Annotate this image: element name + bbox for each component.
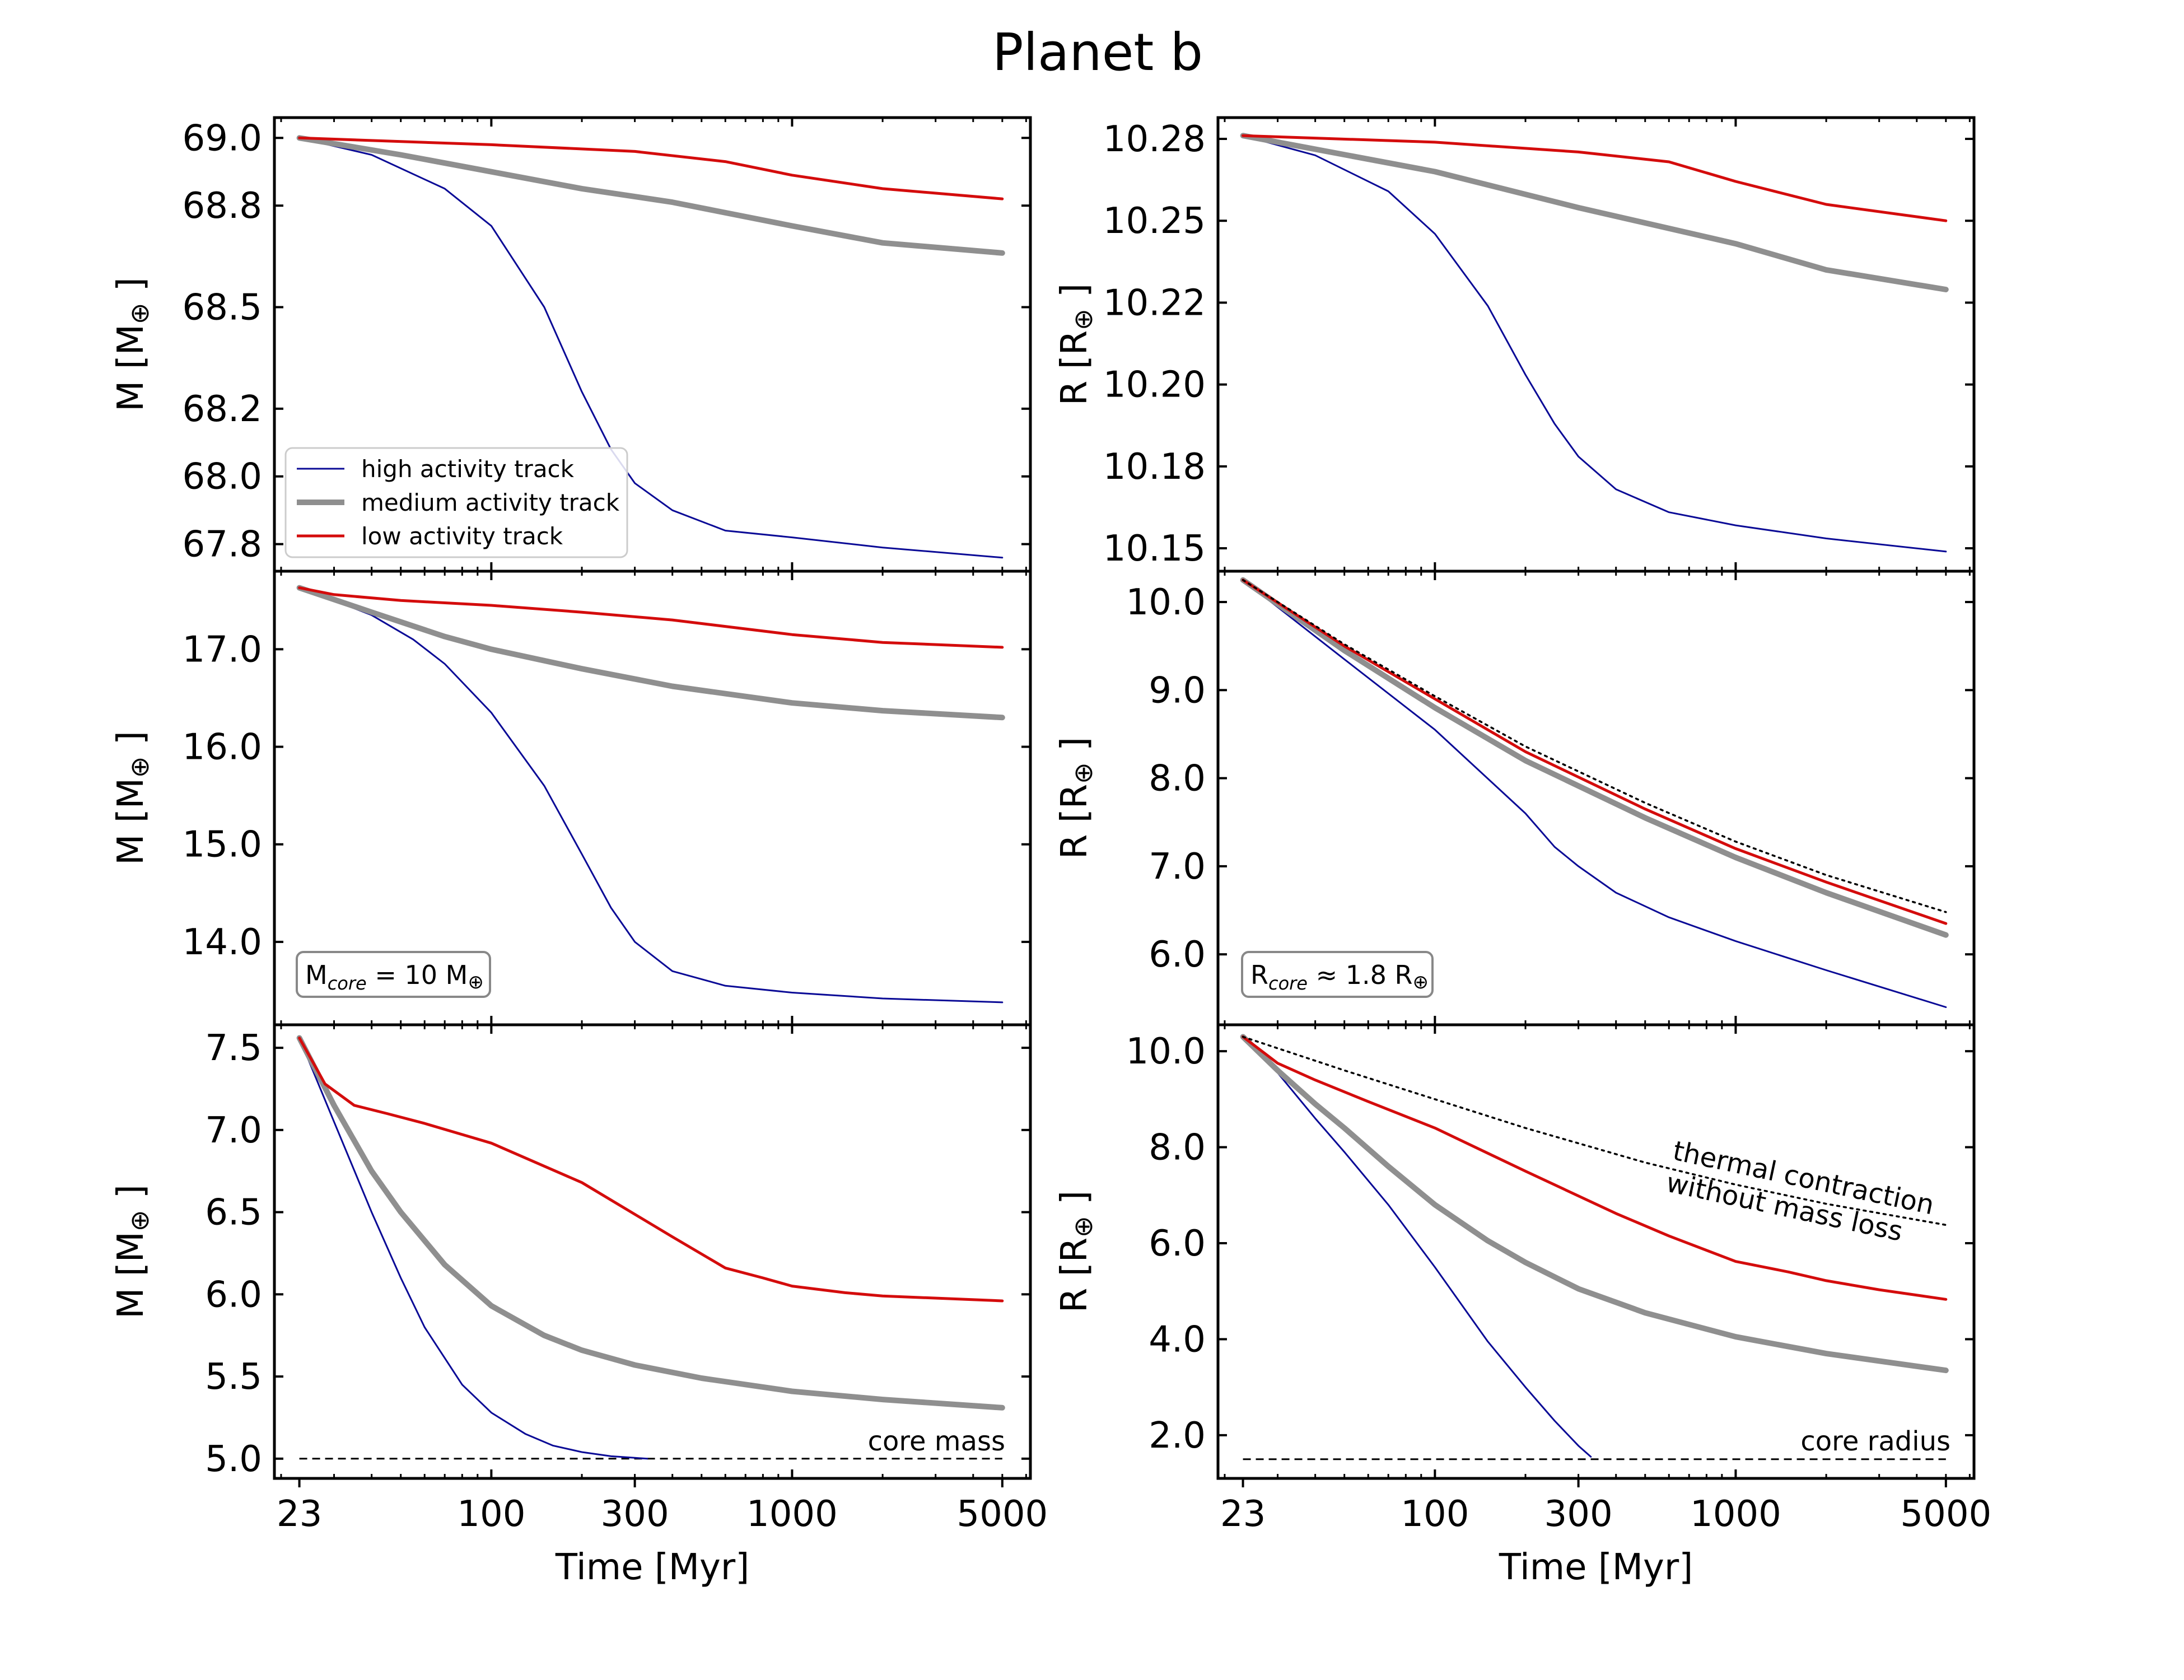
series-high-line (1242, 1035, 1592, 1458)
axes-frame (1216, 1023, 1976, 1480)
panel-bottom-left: 5.0 5.5 6.0 6.5 7.0 7.5 M [M⊕ ] 23 100 300 1000 500… (110, 1023, 1048, 1588)
series-low-line (1242, 134, 1948, 222)
y-tick-label: 69.0 (183, 118, 263, 159)
y-tick-label: 5.5 (205, 1356, 262, 1398)
y-tick-label: 7.5 (205, 1028, 262, 1069)
y-tick-label: 17.0 (183, 629, 263, 670)
y-tick-label: 6.0 (205, 1274, 262, 1315)
y-axis-label: R [R⊕ ] (1054, 1191, 1098, 1313)
y-axis-label: M [M⊕ ] (110, 277, 155, 412)
earth-symbol: ⊕ (1413, 971, 1429, 993)
core-radius-box-sub: core (1268, 973, 1308, 994)
y-tick-label: 10.20 (1103, 365, 1206, 406)
y-tick-label: 5.0 (205, 1439, 262, 1480)
x-tick-label: 300 (601, 1494, 669, 1535)
y-tick-label: 15.0 (183, 824, 263, 866)
series-low-line (298, 586, 1004, 649)
y-tick-label: 6.0 (1149, 934, 1206, 976)
y-tick-label: 10.22 (1103, 282, 1206, 324)
series-high-line (1242, 579, 1947, 1008)
figure-title: Planet b (992, 22, 1203, 82)
x-tick-label: 100 (457, 1494, 525, 1535)
core-radius-label: core radius (1800, 1426, 1950, 1457)
core-radius-box: Rcore ≈ 1.8 R⊕ (1241, 951, 1434, 998)
x-tick-label: 300 (1544, 1494, 1613, 1535)
legend-box (284, 447, 628, 558)
series-high-line (298, 1037, 648, 1460)
series-high-line (1242, 134, 1947, 553)
series-low-line (1242, 578, 1948, 925)
y-tick-label: 68.8 (183, 185, 263, 227)
y-tick-label: 10.25 (1103, 200, 1206, 242)
series-low-line (1242, 1035, 1948, 1301)
y-tick-label: 7.0 (205, 1110, 262, 1151)
y-tick-label: 10.15 (1103, 528, 1206, 570)
svg-text:Rcore ≈ 1.8 R⊕: Rcore ≈ 1.8 R⊕ (1250, 960, 1429, 994)
core-mass-box-suffix: = 10 M (367, 960, 468, 990)
core-radius-box-prefix: R (1250, 960, 1268, 990)
y-tick-label: 7.0 (1149, 846, 1206, 888)
earth-symbol: ⊕ (468, 971, 484, 993)
y-tick-label: 68.2 (183, 389, 263, 430)
y-tick-label: 14.0 (183, 922, 263, 963)
legend-label-medium: medium activity track (361, 489, 620, 516)
legend: high activity track medium activity trac… (284, 447, 628, 558)
core-mass-box-prefix: M (305, 960, 328, 990)
x-tick-label: 5000 (1900, 1494, 1991, 1535)
y-tick-label: 2.0 (1149, 1415, 1206, 1457)
x-axis-label: Time [Myr] (555, 1547, 749, 1588)
x-tick-label: 1000 (1690, 1494, 1781, 1535)
series-medium-line (296, 585, 1005, 721)
y-tick-label: 68.0 (183, 456, 263, 498)
y-tick-label: 10.0 (1126, 582, 1206, 623)
core-mass-box: Mcore = 10 M⊕ (296, 951, 491, 998)
series-low-line (298, 1037, 1004, 1303)
series-high-line (298, 587, 1004, 1004)
core-mass-box-sub: core (328, 973, 367, 994)
series-reference-line (1242, 1035, 1947, 1226)
y-tick-label: 10.0 (1126, 1031, 1206, 1072)
y-tick-label: 16.0 (183, 727, 263, 768)
series-medium-line (1240, 133, 1949, 292)
series-low-line (298, 136, 1004, 200)
y-tick-label: 67.8 (183, 524, 263, 566)
legend-label-low: low activity track (361, 522, 563, 550)
y-tick-label: 10.18 (1103, 446, 1206, 488)
series-reference-line (1242, 578, 1947, 913)
y-tick-label: 6.0 (1149, 1223, 1206, 1264)
legend-label-high: high activity track (361, 455, 575, 483)
series-medium-line (296, 1035, 1005, 1411)
core-radius-box-suffix: ≈ 1.8 R (1308, 960, 1413, 990)
axes-frame (273, 1023, 1032, 1480)
x-tick-label: 23 (1220, 1494, 1266, 1535)
y-tick-label: 4.0 (1149, 1319, 1206, 1360)
series-medium-line (1240, 1034, 1949, 1374)
x-axis-label: Time [Myr] (1499, 1547, 1693, 1588)
y-tick-label: 8.0 (1149, 758, 1206, 800)
svg-text:Mcore = 10 M⊕: Mcore = 10 M⊕ (305, 960, 484, 994)
series-medium-line (296, 135, 1005, 256)
panel-bottom-right: 2.0 4.0 6.0 8.0 10.0 R [R⊕ ] 23 100 300 1000 5000 T… (1054, 1023, 1991, 1588)
core-mass-label: core mass (868, 1426, 1005, 1457)
y-axis-label: R [R⊕ ] (1054, 737, 1098, 859)
y-tick-label: 9.0 (1149, 670, 1206, 711)
x-tick-label: 1000 (746, 1494, 838, 1535)
x-tick-label: 23 (277, 1494, 322, 1535)
y-axis-label: M [M⊕ ] (110, 1184, 155, 1319)
y-tick-label: 10.28 (1103, 119, 1206, 160)
y-tick-label: 8.0 (1149, 1127, 1206, 1169)
x-tick-label: 100 (1401, 1494, 1469, 1535)
x-tick-label: 5000 (956, 1494, 1048, 1535)
y-tick-label: 6.5 (205, 1192, 262, 1234)
series-medium-line (1240, 577, 1949, 938)
panel-top-right: 10.15 10.18 10.20 10.22 10.25 10.28 R [R⊕ ] (1054, 116, 1976, 573)
panels: 67.868.068.268.568.869.0M [M⊕ ]10.1510.1… (110, 116, 1991, 1588)
y-axis-label: R [R⊕ ] (1054, 283, 1098, 405)
y-tick-label: 68.5 (183, 287, 263, 329)
y-axis-label: M [M⊕ ] (110, 731, 155, 865)
